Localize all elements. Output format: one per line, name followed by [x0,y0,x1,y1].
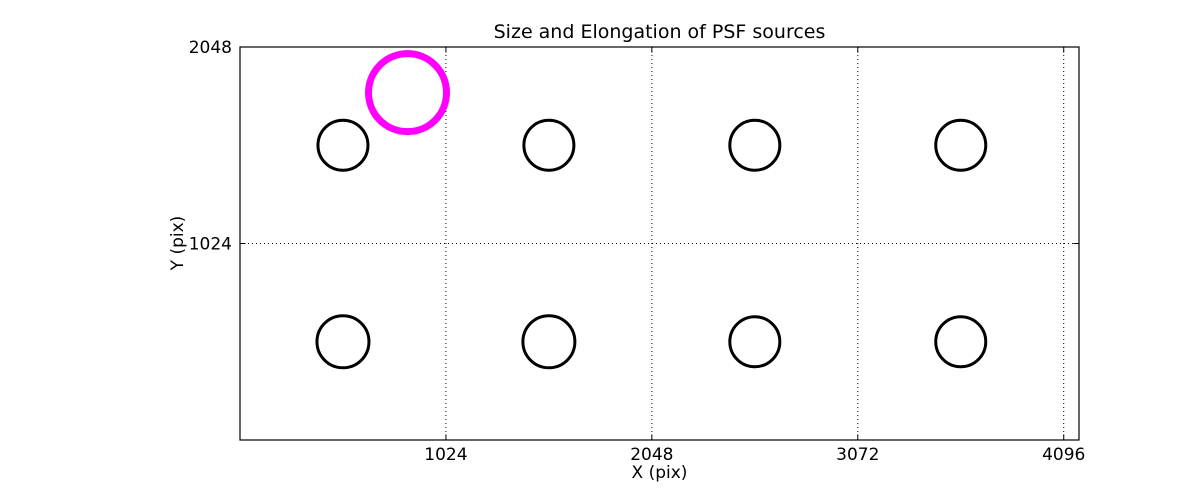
y-tick-label: 2048 [189,38,232,58]
psf-source-circle [934,118,988,172]
chart-title: Size and Elongation of PSF sources [493,21,826,43]
x-axis-label: X (pix) [631,463,688,483]
x-tick-label: 2048 [630,445,673,465]
psf-source-circle [728,315,782,369]
psf-source-circle [934,315,988,369]
psf-source-circle [728,118,782,172]
outlier-psf-circle [365,50,451,136]
x-tick-label: 3072 [836,445,879,465]
psf-source-circle [521,314,577,370]
plot-border [239,46,1080,441]
x-tick-label: 4096 [1042,445,1085,465]
psf-source-circle [315,314,371,370]
x-tick-label: 1024 [424,445,467,465]
y-tick-label: 1024 [189,235,232,255]
psf-source-circle [316,118,370,172]
psf-source-circle [522,118,576,172]
